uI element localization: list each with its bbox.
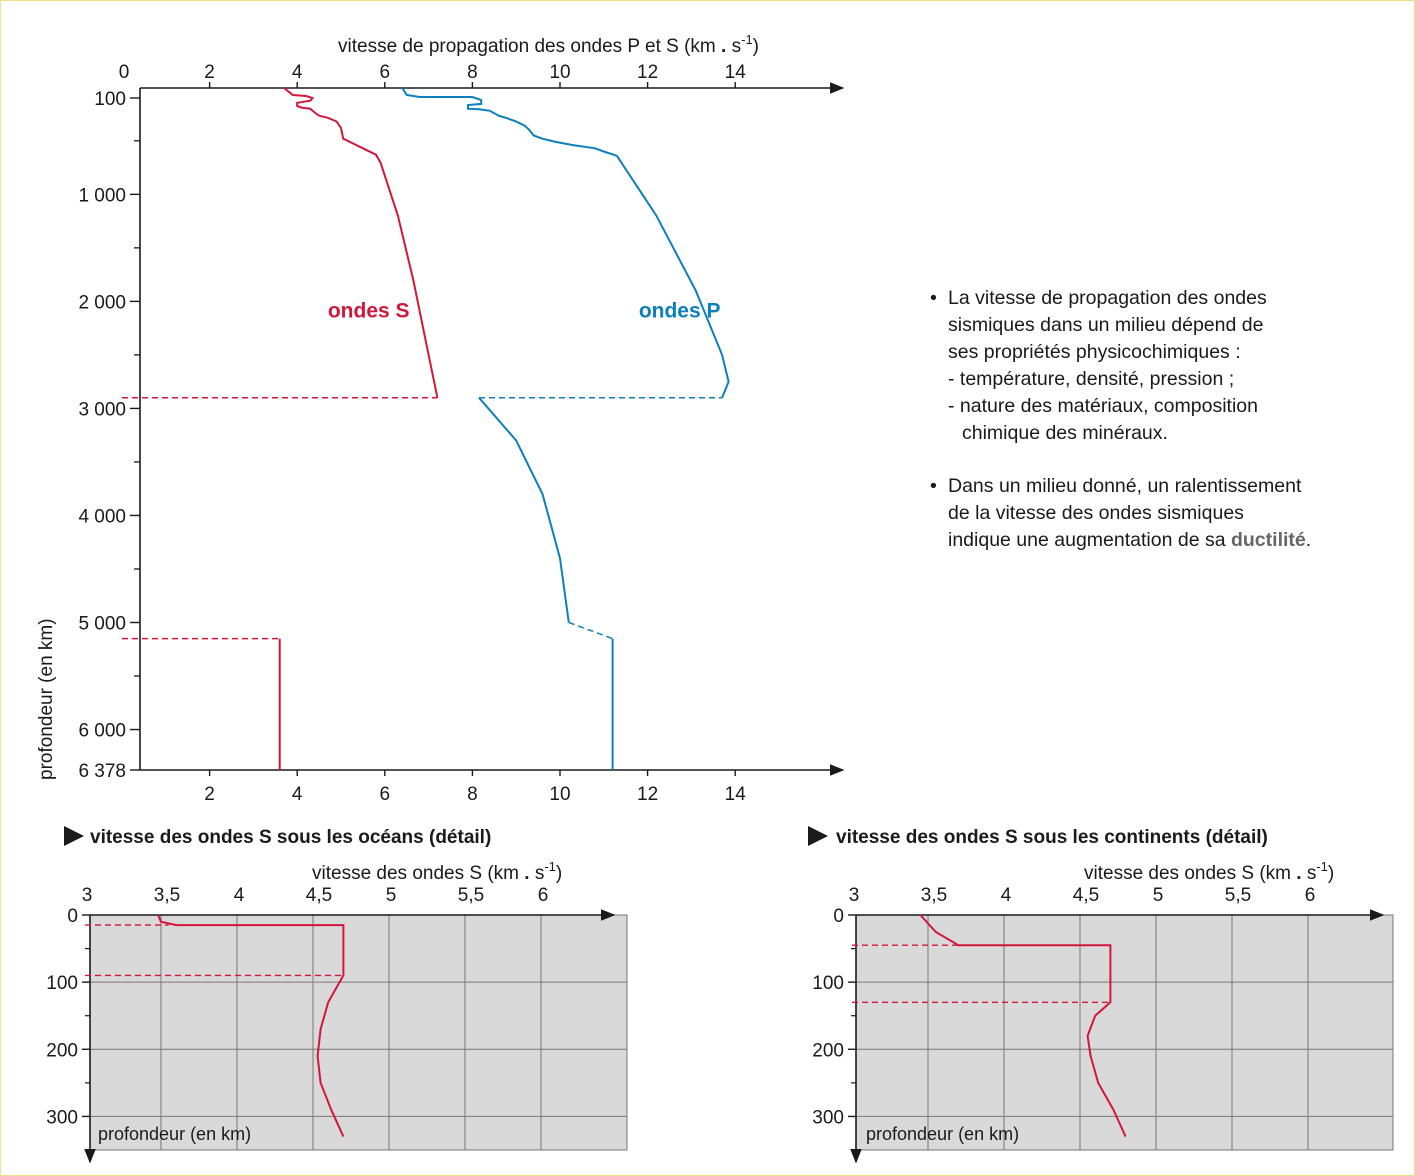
note-line: indique une augmentation de sa ductilité… bbox=[948, 529, 1312, 551]
x-tick-label: 2 bbox=[204, 62, 215, 83]
x-tick-label: 2 bbox=[204, 784, 215, 805]
x-tick-label: 8 bbox=[467, 62, 478, 83]
x-tick-label: 10 bbox=[549, 62, 570, 83]
x-tick-label: 6 bbox=[380, 62, 391, 83]
x-tick-label: 14 bbox=[725, 784, 747, 805]
detail-chart-oceans-title: vitesse des ondes S sous les océans (dét… bbox=[90, 827, 491, 848]
x-tick-label: 3 bbox=[849, 885, 860, 906]
main-x-axis-title: vitesse de propagation des ondes P et S … bbox=[338, 32, 759, 57]
series-line-p-waves bbox=[401, 87, 730, 399]
note-bullet-1: La vitesse de propagation des ondes bbox=[930, 285, 1400, 312]
series-line-p-waves bbox=[478, 397, 570, 623]
x-tick-label: 6 bbox=[1305, 885, 1316, 906]
note-line: chimique des minéraux. bbox=[962, 422, 1168, 444]
x-tick-label: 14 bbox=[725, 62, 747, 83]
y-tick-label: 4 000 bbox=[78, 506, 126, 527]
x-tick-label: 5,5 bbox=[1225, 885, 1251, 906]
y-tick-label: 100 bbox=[812, 973, 844, 994]
title-marker-icon bbox=[64, 826, 84, 846]
x-tick-label: 0 bbox=[119, 62, 130, 83]
x-tick-label: 4 bbox=[292, 784, 303, 805]
x-tick-label: 6 bbox=[538, 885, 549, 906]
discontinuity-p-waves bbox=[568, 621, 613, 640]
plot-background bbox=[855, 914, 1394, 1151]
main-chart: vitesse de propagation des ondes P et S … bbox=[36, 32, 845, 805]
y-tick-label: 300 bbox=[812, 1107, 844, 1128]
x-tick-label: 5 bbox=[1153, 885, 1164, 906]
series-line-s-waves bbox=[919, 914, 1127, 1138]
note-line: ses propriétés physicochimiques : bbox=[948, 341, 1241, 363]
series-label-p-waves: ondes P bbox=[639, 299, 721, 322]
x-tick-label: 6 bbox=[380, 784, 391, 805]
y-tick-label: 0 bbox=[67, 906, 78, 927]
x-tick-label: 4,5 bbox=[1073, 885, 1099, 906]
series-label-s-waves: ondes S bbox=[328, 299, 410, 322]
x-tick-label: 3,5 bbox=[154, 885, 180, 906]
x-tick-label: 3 bbox=[82, 885, 93, 906]
y-tick-label: 6 000 bbox=[78, 721, 126, 742]
x-tick-label: 12 bbox=[637, 62, 658, 83]
detail-continents-y-axis-title: profondeur (en km) bbox=[866, 1124, 1019, 1144]
x-tick-label: 4,5 bbox=[306, 885, 332, 906]
y-tick-label: 6 378 bbox=[78, 761, 126, 782]
note-line: - nature des matériaux, composition bbox=[948, 395, 1258, 417]
x-tick-label: 4 bbox=[1001, 885, 1012, 906]
keyword-ductilite: ductilité bbox=[1230, 529, 1306, 551]
x-tick-label: 12 bbox=[637, 784, 658, 805]
x-tick-label: 4 bbox=[292, 62, 303, 83]
y-tick-label: 200 bbox=[46, 1040, 78, 1061]
detail-continents-x-axis-title: vitesse des ondes S (km . s-1) bbox=[1084, 859, 1334, 884]
y-tick-label: 2 000 bbox=[78, 292, 126, 313]
detail-chart-continents-title: vitesse des ondes S sous les continents … bbox=[836, 827, 1268, 848]
detail-oceans-y-axis-title: profondeur (en km) bbox=[98, 1124, 251, 1144]
note-line: - température, densité, pression ; bbox=[948, 368, 1235, 390]
series-line-s-waves bbox=[157, 914, 345, 1138]
y-tick-label: 5 000 bbox=[78, 613, 126, 634]
y-tick-label: 3 000 bbox=[78, 399, 126, 420]
y-tick-label: 200 bbox=[812, 1040, 844, 1061]
note-line: sismiques dans un milieu dépend de bbox=[948, 314, 1264, 336]
y-tick-label: 0 bbox=[833, 906, 844, 927]
series-line-s-waves bbox=[283, 87, 439, 398]
note-line: de la vitesse des ondes sismiques bbox=[948, 502, 1244, 524]
detail-oceans-x-axis-title: vitesse des ondes S (km . s-1) bbox=[312, 859, 562, 884]
y-tick-label: 100 bbox=[46, 973, 78, 994]
x-tick-label: 3,5 bbox=[921, 885, 947, 906]
x-tick-label: 10 bbox=[549, 784, 570, 805]
plot-background bbox=[89, 914, 628, 1151]
y-tick-label: 1 000 bbox=[78, 185, 126, 206]
x-tick-label: 4 bbox=[234, 885, 245, 906]
x-tick-label: 8 bbox=[467, 784, 478, 805]
y-tick-label: 300 bbox=[46, 1107, 78, 1128]
explanation-notes: La vitesse de propagation des ondes sism… bbox=[930, 285, 1400, 554]
detail-chart-oceans: vitesse des ondes S sous les océans (dét… bbox=[46, 826, 628, 1164]
x-tick-label: 5,5 bbox=[458, 885, 484, 906]
detail-chart-continents: vitesse des ondes S sous les continents … bbox=[808, 826, 1394, 1164]
main-y-axis-title: profondeur (en km) bbox=[36, 618, 57, 780]
x-tick-label: 5 bbox=[386, 885, 397, 906]
y-tick-label: 100 bbox=[94, 89, 126, 110]
note-bullet-2: Dans un milieu donné, un ralentissement bbox=[930, 473, 1400, 500]
title-marker-icon bbox=[808, 826, 828, 846]
